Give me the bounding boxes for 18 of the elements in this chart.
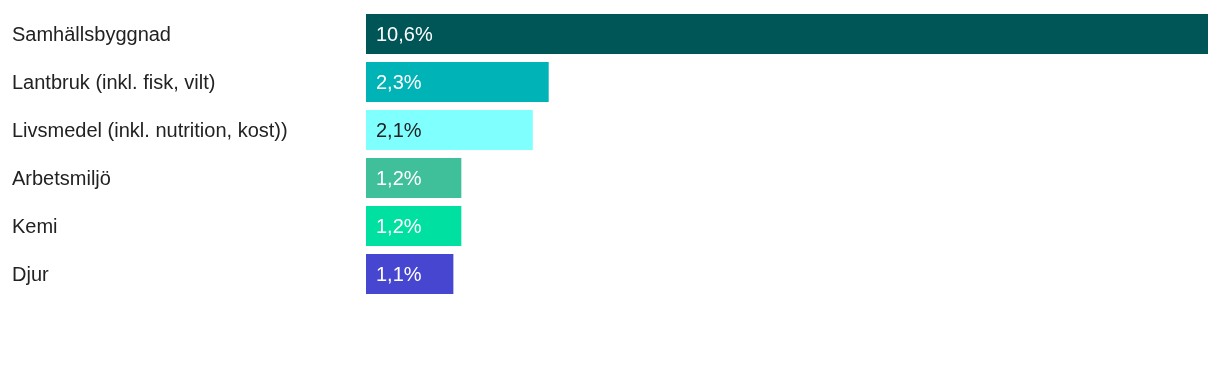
data-label: 2,3% xyxy=(376,71,422,93)
bar xyxy=(366,110,533,150)
y-tick-label: Kemi xyxy=(12,215,58,237)
y-tick-label: Djur xyxy=(12,263,50,285)
y-tick-label: Livsmedel (inkl. nutrition, kost)) xyxy=(12,119,288,141)
y-tick-label: Lantbruk (inkl. fisk, vilt) xyxy=(12,71,216,93)
bar xyxy=(366,254,454,294)
y-tick-label: Arbetsmiljö xyxy=(12,167,111,189)
data-label: 10,6% xyxy=(376,23,433,45)
y-tick-label: Samhällsbyggnad xyxy=(12,23,171,45)
bar xyxy=(366,158,462,198)
data-label: 1,2% xyxy=(376,215,422,237)
data-label: 2,1% xyxy=(376,119,422,141)
bar xyxy=(366,14,1208,54)
bar xyxy=(366,62,549,102)
data-label: 1,1% xyxy=(376,263,422,285)
bar xyxy=(366,206,462,246)
data-label: 1,2% xyxy=(376,167,422,189)
